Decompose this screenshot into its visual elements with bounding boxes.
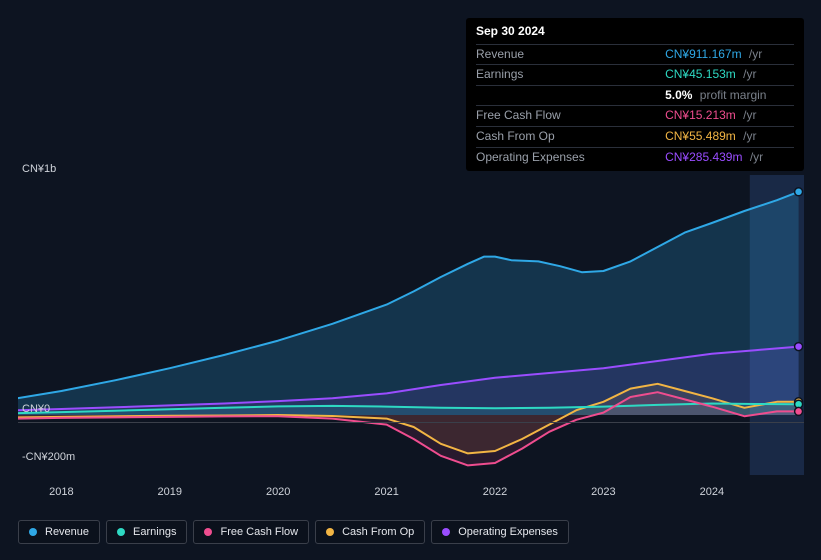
legend-item-revenue[interactable]: Revenue [18,520,100,544]
series-end-marker-free_cash_flow [795,407,803,415]
chart-tooltip: Sep 30 2024 RevenueCN¥911.167m /yrEarnin… [466,18,804,171]
legend-item-label: Cash From Op [342,526,414,538]
legend-item-label: Operating Expenses [458,526,558,538]
x-axis-label: 2023 [591,486,615,498]
tooltip-row: Cash From OpCN¥55.489m /yr [476,126,794,147]
tooltip-row: Operating ExpensesCN¥285.439m /yr [476,147,794,167]
tooltip-row-label [476,85,665,106]
x-axis-label: 2022 [483,486,507,498]
tooltip-date: Sep 30 2024 [476,24,794,40]
chart-legend: Revenue Earnings Free Cash Flow Cash From O… [18,520,569,544]
legend-dot-icon [204,528,212,536]
legend-item-operating_expenses[interactable]: Operating Expenses [431,520,569,544]
tooltip-row: RevenueCN¥911.167m /yr [476,44,794,65]
area-chart [18,175,804,475]
tooltip-row-label: Free Cash Flow [476,106,665,127]
tooltip-row-value: 5.0% profit margin [665,85,794,106]
tooltip-row-value: CN¥15.213m /yr [665,106,794,127]
tooltip-row-value: CN¥911.167m /yr [665,44,794,65]
series-end-marker-revenue [795,188,803,196]
tooltip-row-value: CN¥285.439m /yr [665,147,794,167]
legend-item-free_cash_flow[interactable]: Free Cash Flow [193,520,309,544]
tooltip-row-value: CN¥55.489m /yr [665,126,794,147]
legend-dot-icon [326,528,334,536]
legend-item-label: Free Cash Flow [220,526,298,538]
series-end-marker-operating_expenses [795,343,803,351]
chart-container: Sep 30 2024 RevenueCN¥911.167m /yrEarnin… [0,0,821,560]
tooltip-row-label: Earnings [476,65,665,86]
tooltip-row: 5.0% profit margin [476,85,794,106]
legend-dot-icon [29,528,37,536]
tooltip-row-value: CN¥45.153m /yr [665,65,794,86]
legend-dot-icon [442,528,450,536]
legend-item-cash_from_op[interactable]: Cash From Op [315,520,425,544]
legend-dot-icon [117,528,125,536]
legend-item-earnings[interactable]: Earnings [106,520,187,544]
tooltip-row-label: Revenue [476,44,665,65]
zero-divider [18,422,804,423]
y-axis-label: -CN¥200m [22,451,75,463]
y-axis-label: CN¥0 [22,403,50,415]
x-axis-label: 2021 [374,486,398,498]
tooltip-row-label: Cash From Op [476,126,665,147]
tooltip-row: EarningsCN¥45.153m /yr [476,65,794,86]
x-axis-label: 2024 [700,486,724,498]
y-axis-label: CN¥1b [22,163,56,175]
legend-item-label: Earnings [133,526,176,538]
tooltip-row: Free Cash FlowCN¥15.213m /yr [476,106,794,127]
x-axis-label: 2018 [49,486,73,498]
x-axis-label: 2019 [158,486,182,498]
legend-item-label: Revenue [45,526,89,538]
tooltip-row-label: Operating Expenses [476,147,665,167]
x-axis-label: 2020 [266,486,290,498]
tooltip-table: RevenueCN¥911.167m /yrEarningsCN¥45.153m… [476,44,794,168]
